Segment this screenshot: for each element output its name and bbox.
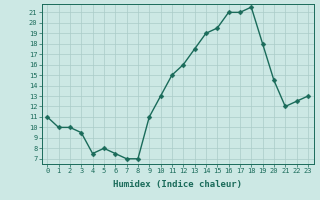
X-axis label: Humidex (Indice chaleur): Humidex (Indice chaleur) [113, 180, 242, 189]
